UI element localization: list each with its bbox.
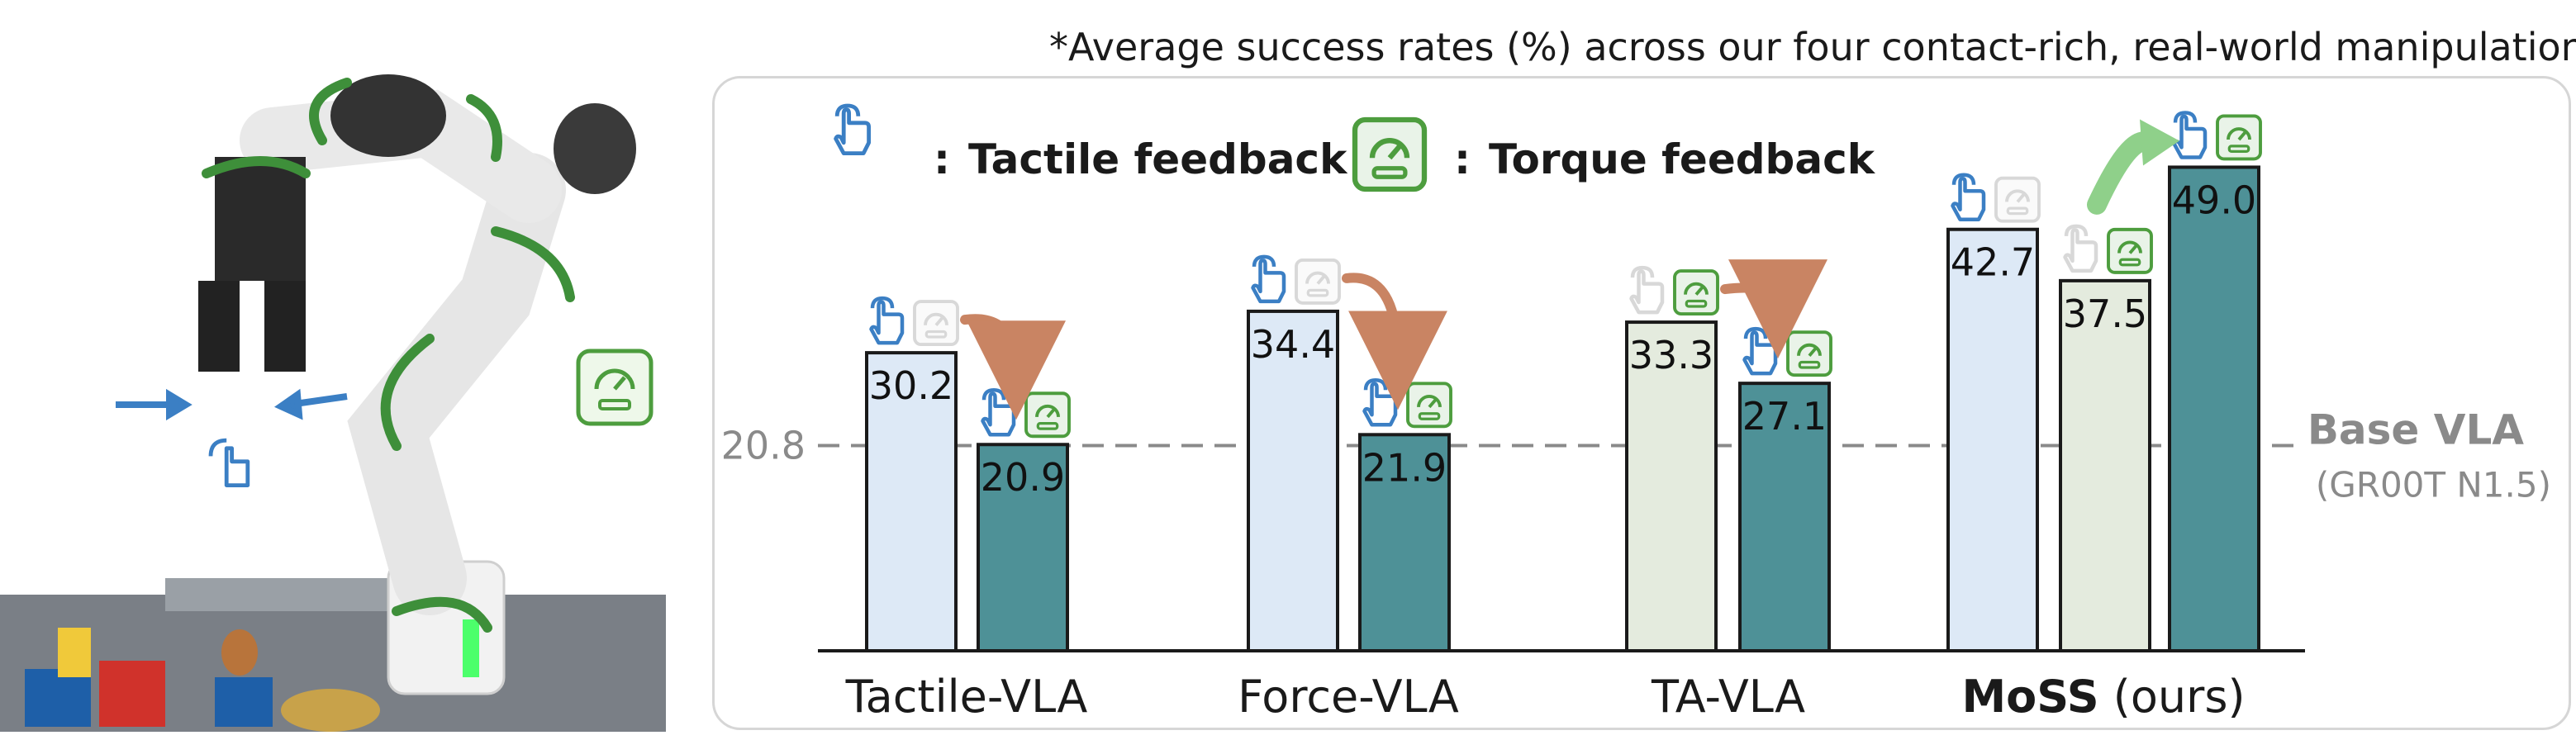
bar-tactile-icon <box>1953 175 1984 220</box>
bar-value-label: 49.0 <box>2172 178 2256 222</box>
bar-value-label: 42.7 <box>1951 240 2035 285</box>
legend-tactile-icon <box>836 106 869 154</box>
decrease-arrow <box>960 314 1066 420</box>
bar-value-label: 21.9 <box>1362 445 1447 490</box>
chart-footnote: *Average success rates (%) across our fo… <box>1049 25 2576 69</box>
bar <box>1738 382 1831 652</box>
bar-torque-icon <box>2107 227 2153 274</box>
gripper-finger-left <box>198 281 240 372</box>
legend-tactile-label: Tactile feedback <box>968 135 1348 183</box>
decrease-arrow <box>1720 259 1827 359</box>
improvement-arrowhead <box>2140 119 2179 166</box>
bar-tactile-icon <box>2065 226 2097 271</box>
baseline-label: Base VLA <box>2307 406 2524 453</box>
legend-torque-label: Torque feedback <box>1489 135 1876 183</box>
egg <box>221 629 258 676</box>
bar-tactile-icon <box>983 390 1015 434</box>
bowl <box>281 689 380 732</box>
bar-torque-icon <box>1024 391 1071 439</box>
legend-torque-sep: : <box>1454 135 1471 183</box>
bar-torque-icon <box>1786 330 1832 377</box>
robot-arm-links <box>347 153 566 615</box>
category-label: TA-VLA <box>1651 671 1805 723</box>
bar-value-label: 30.2 <box>869 363 953 408</box>
joint-rotation-arrows <box>202 78 575 633</box>
bar <box>1358 433 1451 652</box>
gripper-body <box>215 157 306 281</box>
blue-cup <box>25 669 91 727</box>
bar <box>1247 309 1339 652</box>
bar-tactile-icon <box>1253 257 1285 301</box>
category-label: Force-VLA <box>1238 671 1459 723</box>
bar-torque-icon <box>913 300 959 347</box>
bar <box>2059 278 2151 652</box>
red-cup <box>99 661 165 727</box>
robot-joint-dark-2 <box>554 103 636 194</box>
plot-area: 20.8 Base VLA (GR00T N1.5) 30.2 20.9 34.4 21.9… <box>721 112 2551 723</box>
grip-force-arrows <box>116 388 348 421</box>
bar-torque-icon <box>1295 258 1341 305</box>
category-label: Tactile-VLA <box>845 671 1088 723</box>
photo-torque-icon <box>576 349 654 426</box>
bar-value-label: 37.5 <box>2063 292 2147 336</box>
bar-value-label: 27.1 <box>1742 394 1827 439</box>
bar-torque-icon <box>1406 382 1452 429</box>
legend-tactile-sep: : <box>934 135 950 183</box>
bar-torque-icon <box>1673 269 1719 316</box>
legend-torque-icon <box>1355 120 1424 189</box>
photo-tactile-icon <box>208 438 250 488</box>
bar-torque-icon <box>2216 114 2262 161</box>
gripper-finger-right <box>264 281 306 372</box>
decrease-arrow <box>1342 273 1447 410</box>
baseline-sublabel: (GR00T N1.5) <box>2316 464 2551 505</box>
bar-value-label: 20.9 <box>981 455 1065 500</box>
bar-tactile-icon <box>1745 329 1776 373</box>
bar-tactile-icon <box>1632 268 1663 312</box>
category-label: MoSS (ours) <box>1961 671 2245 723</box>
yellow-block <box>58 628 91 677</box>
bar <box>977 443 1069 652</box>
improvement-arrow <box>2087 131 2158 215</box>
bar-value-label: 33.3 <box>1629 333 1713 377</box>
blue-cup-2 <box>215 677 273 727</box>
bar <box>2168 165 2260 652</box>
legend: : Tactile feedback : Torque feedback <box>836 106 1876 189</box>
bar <box>1946 227 2039 652</box>
baseline-value-label: 20.8 <box>721 423 806 467</box>
bar <box>865 351 958 652</box>
bar-tactile-icon <box>1365 380 1396 425</box>
bar-tactile-icon <box>872 298 903 343</box>
bar <box>1625 320 1718 652</box>
bar-tactile-icon <box>2174 112 2206 157</box>
bar-value-label: 34.4 <box>1251 322 1335 367</box>
robot-joint-dark <box>330 74 446 157</box>
robot-arm-illustration <box>0 74 666 732</box>
status-light <box>463 619 479 677</box>
robot-photo <box>0 50 666 732</box>
bar-torque-icon <box>1994 176 2041 223</box>
